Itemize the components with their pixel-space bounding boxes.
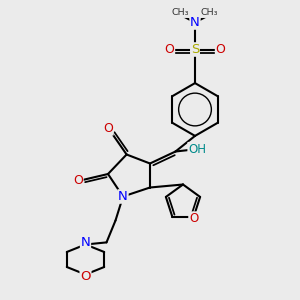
- Text: CH₃: CH₃: [172, 8, 189, 17]
- Text: N: N: [81, 236, 90, 250]
- Text: O: O: [103, 122, 113, 135]
- Text: O: O: [73, 173, 83, 187]
- Text: O: O: [165, 43, 174, 56]
- Text: N: N: [118, 190, 128, 203]
- Text: OH: OH: [188, 142, 206, 156]
- Text: O: O: [80, 270, 91, 283]
- Text: O: O: [189, 212, 198, 225]
- Text: S: S: [191, 43, 199, 56]
- Text: CH₃: CH₃: [201, 8, 218, 17]
- Text: O: O: [216, 43, 225, 56]
- Text: N: N: [190, 16, 200, 29]
